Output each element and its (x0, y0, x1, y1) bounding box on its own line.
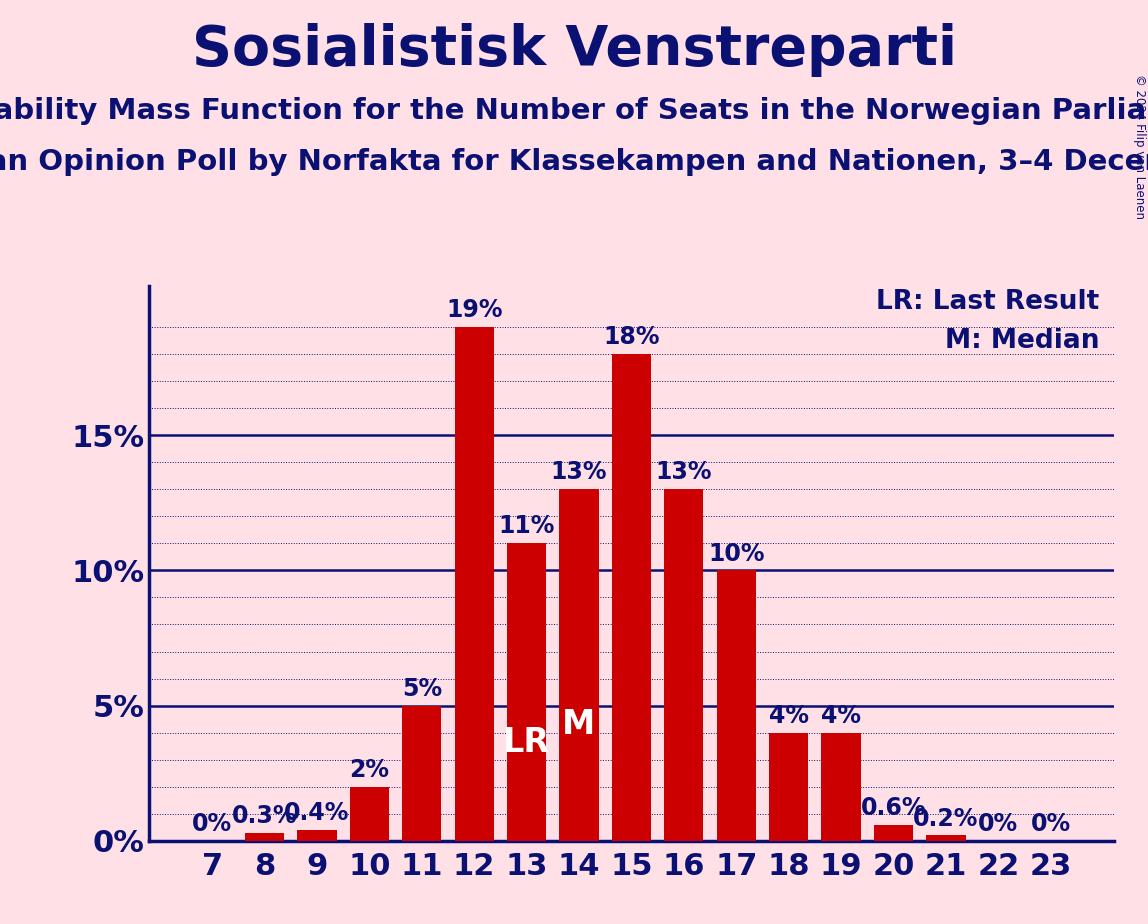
Text: 13%: 13% (656, 460, 712, 484)
Bar (926, 835, 965, 841)
Text: LR: LR (503, 726, 550, 760)
Bar (297, 830, 336, 841)
Text: 5%: 5% (402, 676, 442, 700)
Text: 0.4%: 0.4% (285, 801, 350, 825)
Bar (559, 490, 598, 841)
Text: 0%: 0% (978, 812, 1018, 836)
Text: Sosialistisk Venstreparti: Sosialistisk Venstreparti (192, 23, 956, 77)
Bar (769, 733, 808, 841)
Bar (507, 543, 546, 841)
Text: Based on an Opinion Poll by Norfakta for Klassekampen and Nationen, 3–4 December: Based on an Opinion Poll by Norfakta for… (0, 148, 1148, 176)
Text: 13%: 13% (551, 460, 607, 484)
Bar (402, 706, 442, 841)
Bar (350, 786, 389, 841)
Text: 19%: 19% (445, 298, 503, 322)
Bar (874, 824, 913, 841)
Text: 0%: 0% (1031, 812, 1071, 836)
Text: © 2024 Filip van Laenen: © 2024 Filip van Laenen (1133, 74, 1146, 219)
Text: 0%: 0% (192, 812, 232, 836)
Text: 4%: 4% (821, 704, 861, 728)
Bar (245, 833, 285, 841)
Bar (665, 490, 704, 841)
Text: 2%: 2% (349, 758, 389, 782)
Bar (716, 570, 755, 841)
Bar (455, 327, 494, 841)
Text: LR: Last Result: LR: Last Result (876, 289, 1099, 315)
Text: 4%: 4% (769, 704, 808, 728)
Text: 0.6%: 0.6% (861, 796, 926, 820)
Text: 18%: 18% (603, 325, 660, 349)
Text: M: Median: M: Median (945, 328, 1099, 354)
Text: 0.2%: 0.2% (913, 807, 978, 831)
Text: M: M (563, 709, 596, 741)
Text: Probability Mass Function for the Number of Seats in the Norwegian Parliament: Probability Mass Function for the Number… (0, 97, 1148, 125)
Bar (612, 354, 651, 841)
Text: 0.3%: 0.3% (232, 804, 297, 828)
Text: 11%: 11% (498, 515, 554, 539)
Bar (821, 733, 861, 841)
Text: 10%: 10% (708, 541, 765, 565)
